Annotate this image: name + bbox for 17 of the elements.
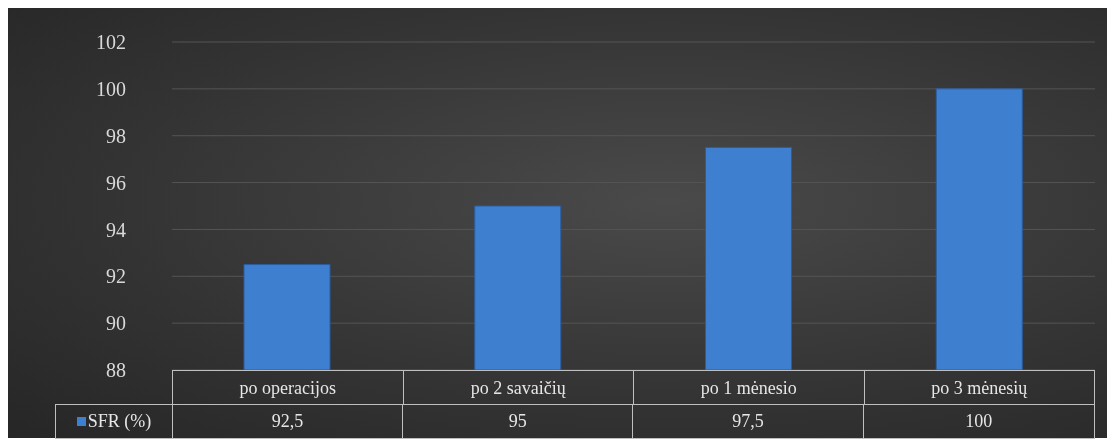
y-tick-label: 94 xyxy=(106,218,126,241)
data-label: 95 xyxy=(403,405,634,438)
data-label: 97,5 xyxy=(633,405,864,438)
x-tick-label: po operacijos xyxy=(173,371,404,404)
y-tick-label: 88 xyxy=(106,359,126,382)
y-tick-label: 96 xyxy=(106,171,126,194)
y-tick-label: 102 xyxy=(96,31,126,54)
data-label: 92,5 xyxy=(172,405,404,438)
y-tick-label: 90 xyxy=(106,312,126,335)
data-label: 100 xyxy=(964,410,994,433)
y-tick-label: 98 xyxy=(106,124,126,147)
text: SFR (%) xyxy=(87,410,152,433)
y-tick-label: 92 xyxy=(106,265,126,288)
y-tick-label: 100 xyxy=(96,77,126,100)
x-tick-label: po 2 savaičių xyxy=(403,371,634,404)
x-tick-label: po 1 mėnesio xyxy=(634,371,865,404)
x-tick-label: po 3 mėnesių xyxy=(864,371,1095,404)
